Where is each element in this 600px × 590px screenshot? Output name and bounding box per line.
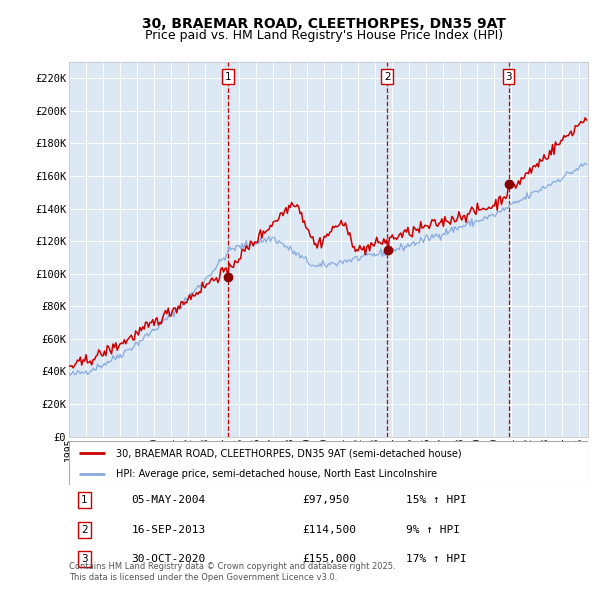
FancyBboxPatch shape: [69, 441, 588, 485]
Text: 3: 3: [81, 555, 88, 564]
Text: £155,000: £155,000: [302, 555, 356, 564]
Text: £114,500: £114,500: [302, 525, 356, 535]
Text: Contains HM Land Registry data © Crown copyright and database right 2025.
This d: Contains HM Land Registry data © Crown c…: [69, 562, 395, 582]
Text: 30, BRAEMAR ROAD, CLEETHORPES, DN35 9AT (semi-detached house): 30, BRAEMAR ROAD, CLEETHORPES, DN35 9AT …: [116, 448, 461, 458]
Text: 05-MAY-2004: 05-MAY-2004: [131, 496, 206, 505]
Text: 3: 3: [505, 71, 512, 81]
Text: £97,950: £97,950: [302, 496, 350, 505]
Text: 1: 1: [81, 496, 88, 505]
Text: HPI: Average price, semi-detached house, North East Lincolnshire: HPI: Average price, semi-detached house,…: [116, 469, 437, 479]
Text: 17% ↑ HPI: 17% ↑ HPI: [406, 555, 467, 564]
Text: 30, BRAEMAR ROAD, CLEETHORPES, DN35 9AT: 30, BRAEMAR ROAD, CLEETHORPES, DN35 9AT: [142, 17, 506, 31]
Text: 30-OCT-2020: 30-OCT-2020: [131, 555, 206, 564]
Text: 9% ↑ HPI: 9% ↑ HPI: [406, 525, 460, 535]
Text: 16-SEP-2013: 16-SEP-2013: [131, 525, 206, 535]
Text: 2: 2: [81, 525, 88, 535]
Text: 2: 2: [384, 71, 391, 81]
Text: 1: 1: [225, 71, 232, 81]
Text: Price paid vs. HM Land Registry's House Price Index (HPI): Price paid vs. HM Land Registry's House …: [145, 29, 503, 42]
Text: 15% ↑ HPI: 15% ↑ HPI: [406, 496, 467, 505]
